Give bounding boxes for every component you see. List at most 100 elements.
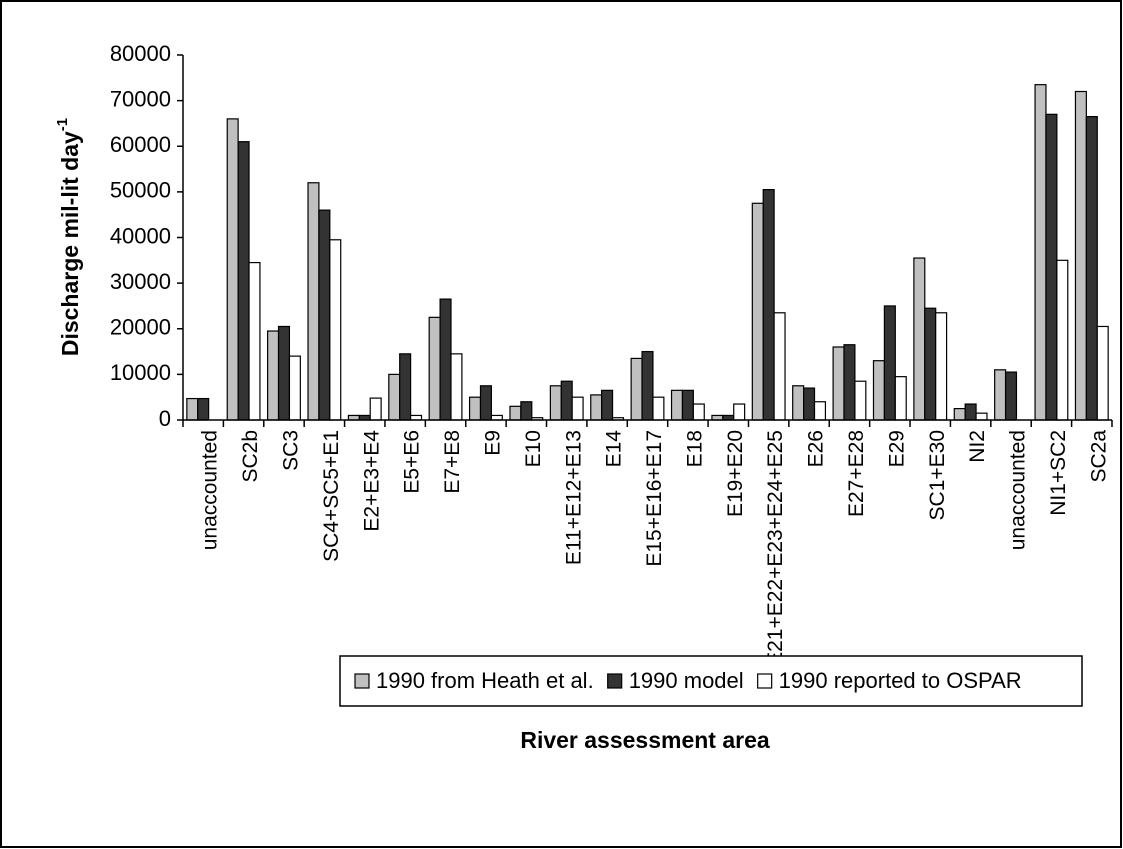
bar [773,312,786,421]
bar [854,380,867,421]
bar [571,396,584,421]
bar [277,325,291,421]
y-tick-label: 70000 [110,86,171,111]
bar [751,202,764,421]
bar [1096,325,1109,421]
bar [883,305,896,421]
bar [913,257,926,421]
bar [388,373,401,421]
y-axis-title: Discharge mil-lit day-1 [54,118,83,356]
x-tick-label: E7+E8 [441,430,464,494]
x-tick-label: E2+E3+E4 [360,430,383,532]
x-tick-label: SC3 [280,430,303,471]
bar [288,355,301,421]
y-tick-label: 30000 [110,269,171,294]
bar [237,141,250,421]
bar [197,397,210,421]
bar [590,394,603,421]
legend-label: 1990 reported to OSPAR [779,668,1022,693]
legend-label: 1990 model [629,668,744,693]
bar [226,118,239,421]
x-tick-label: E29 [885,430,908,467]
y-tick-label: 40000 [110,223,171,248]
x-tick-label: NI2 [966,430,989,463]
bar [509,405,522,421]
bar [267,330,280,421]
bar [549,385,562,421]
x-tick-label: E10 [522,430,545,467]
y-tick-label: 20000 [110,315,171,340]
bar [450,353,463,421]
bar [1085,115,1098,421]
y-tick-label: 80000 [110,41,171,66]
legend-swatch [607,673,623,689]
bar [601,389,614,421]
bar [964,403,977,421]
bar [186,397,199,421]
bar [733,403,746,421]
bar [975,412,988,421]
bar [994,369,1007,421]
bar [329,239,342,421]
bar [894,376,907,421]
x-tick-label: unaccounted [1007,430,1030,550]
legend-swatch [757,673,773,689]
legend-box [339,655,1083,707]
legend-label: 1990 from Heath et al. [376,668,594,693]
bar [692,403,705,421]
bar [762,188,775,421]
y-axis-title-text: Discharge mil-lit day [57,131,83,356]
bar [468,396,482,421]
bar [1034,84,1047,421]
x-tick-label: E18 [683,430,706,467]
y-tick-label: 50000 [110,178,171,203]
bar [369,397,382,421]
x-tick-label: E9 [481,430,504,456]
bar [520,401,533,421]
bar [399,353,412,421]
y-axis-title-superscript: -1 [54,118,71,131]
bar [439,298,452,421]
bar [803,387,816,421]
bar [318,209,331,421]
x-tick-label: E14 [603,430,626,468]
bar [1074,90,1087,421]
bar [560,380,573,421]
x-tick-label: E26 [805,430,828,467]
x-tick-label: unaccounted [199,430,222,550]
y-tick-label: 60000 [110,132,171,157]
y-tick-label: 10000 [110,360,171,385]
x-tick-label: SC4+SC5+E1 [320,430,343,562]
x-tick-label: SC2b [239,430,262,483]
bar [935,312,948,421]
x-tick-label: E5+E6 [401,430,424,494]
bar [630,357,643,421]
bar [924,307,937,421]
bar [1004,371,1018,421]
x-tick-label: E11+E12+E13 [562,430,585,565]
bar [307,182,320,421]
bar [681,389,694,421]
legend-swatch [354,673,370,689]
x-tick-label: SC2a [1087,430,1110,483]
bar [428,316,441,421]
bar [792,385,805,421]
x-axis-title: River assessment area [520,727,770,753]
x-tick-label: E15+E16+E17 [643,430,666,567]
bar [843,344,856,421]
bar [641,350,654,421]
x-tick-label: E19+E20 [724,430,747,517]
bar [832,346,845,421]
bar [872,360,885,421]
x-tick-label: SC1+E30 [926,430,949,520]
bar [953,407,966,421]
x-tick-label: E21+E22+E23+E24+E25 [764,430,787,666]
bar [1056,259,1069,421]
x-tick-label: NI1+SC2 [1047,430,1070,516]
bar [248,261,261,421]
x-tick-label: E27+E28 [845,430,868,517]
y-tick-label: 0 [159,406,171,431]
bar [1045,113,1058,421]
bar [652,396,665,421]
